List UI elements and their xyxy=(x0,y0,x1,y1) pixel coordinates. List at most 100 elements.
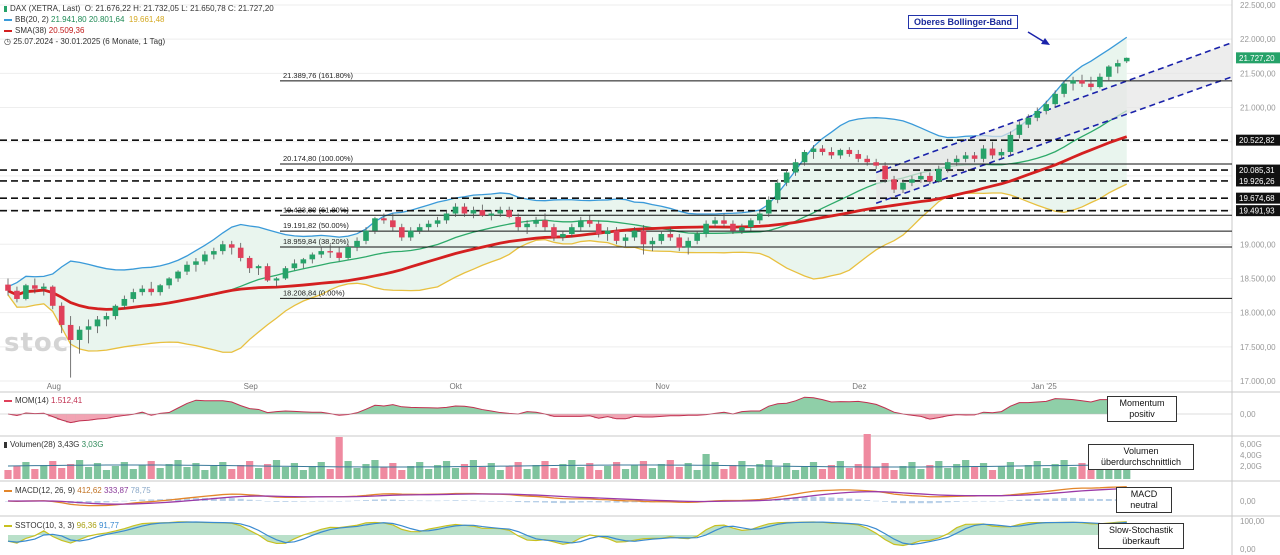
vol-legend: Volumen(28) 3,43G 3,03G xyxy=(4,440,103,449)
candle-body xyxy=(1043,104,1049,111)
mom-neg xyxy=(674,414,684,416)
volume-icon xyxy=(4,441,7,448)
candle-body xyxy=(121,298,128,306)
macd-hist xyxy=(291,501,298,502)
candle-body xyxy=(282,268,289,279)
candle-body xyxy=(801,151,808,163)
macd-tick: 0,00 xyxy=(1240,497,1256,506)
macd-panel: 0,00 xyxy=(5,485,1256,507)
volume-bar xyxy=(729,465,737,479)
volume-bar xyxy=(147,461,155,479)
candle-body xyxy=(900,182,906,190)
macd-hist xyxy=(434,500,441,502)
volume-tick: 6,00G xyxy=(1240,440,1262,449)
macd-hist xyxy=(550,501,557,504)
volume-bar xyxy=(290,463,298,479)
price-tag-bg xyxy=(1236,134,1280,146)
volume-bar xyxy=(1078,463,1086,479)
volume-bar xyxy=(129,469,137,479)
candle-body xyxy=(443,213,450,221)
volume-bar xyxy=(344,461,352,479)
price-tag-bg xyxy=(1236,52,1280,64)
candle-body xyxy=(434,220,441,224)
vol-v2: 3,03G xyxy=(81,440,104,449)
price-tag: 19.491,93 xyxy=(1239,207,1275,216)
mom-neg xyxy=(603,414,613,417)
mom-neg xyxy=(57,414,67,420)
macd-hist xyxy=(470,500,477,502)
volume-bar xyxy=(416,462,424,479)
candle-body xyxy=(309,254,316,260)
stoch-d xyxy=(7,521,1127,546)
volume-bar xyxy=(165,464,173,479)
macd-hist xyxy=(586,501,593,503)
candle-body xyxy=(864,158,870,163)
volume-bar xyxy=(13,466,21,479)
volume-bar xyxy=(255,468,263,479)
volume-bar xyxy=(809,462,818,479)
legend-sma: SMA(38) 20.509,36 xyxy=(4,26,84,35)
macd-hist xyxy=(175,498,182,501)
candle-body xyxy=(819,148,826,152)
volume-bar xyxy=(22,462,30,479)
mom-neg xyxy=(638,414,648,417)
mom-neg xyxy=(146,414,156,416)
mom-neg xyxy=(84,414,94,421)
volume-bar xyxy=(532,465,540,479)
candle-body xyxy=(166,278,172,286)
candle-body xyxy=(712,220,718,224)
volume-bar xyxy=(586,463,594,479)
time-tick: Sep xyxy=(244,382,259,391)
volume-bar xyxy=(210,466,218,479)
macd-callout: MACD neutral xyxy=(1116,487,1172,513)
stoch-area xyxy=(8,521,1127,546)
macd-hist xyxy=(130,500,137,501)
candle-body xyxy=(193,261,199,265)
candle-body xyxy=(139,288,146,293)
volume-bar xyxy=(621,469,630,479)
macd-hist xyxy=(354,500,361,502)
stoch-swatch-icon xyxy=(4,524,12,527)
volume-bar xyxy=(559,464,567,479)
candle-body xyxy=(658,234,665,241)
volume-bar xyxy=(1033,461,1041,479)
volume-bar xyxy=(827,465,835,479)
macd-hist xyxy=(85,501,92,504)
stoch-v1: 96,36 xyxy=(76,521,97,530)
macd-swatch-icon xyxy=(4,489,12,492)
macd-hist xyxy=(837,497,844,501)
mom-neg xyxy=(558,414,568,417)
momentum-callout-line2: positiv xyxy=(1129,409,1155,419)
volume-bar xyxy=(630,465,639,479)
candle-body xyxy=(748,220,754,228)
price-tag-bg xyxy=(1236,175,1280,187)
macd-hist xyxy=(935,501,942,503)
volume-bar xyxy=(944,468,952,479)
macd-hist xyxy=(1034,498,1041,501)
macd-hist xyxy=(846,498,853,501)
volume-bar xyxy=(156,468,164,479)
volume-bar xyxy=(1024,465,1032,479)
volume-bar xyxy=(1051,464,1059,479)
candle-body xyxy=(613,230,620,241)
macd-line xyxy=(7,485,1127,507)
macd-hist xyxy=(828,497,835,501)
volume-bar xyxy=(442,461,451,479)
candle-body xyxy=(32,285,38,289)
volume-callout-line1: Volumen xyxy=(1123,446,1159,456)
macd-hist xyxy=(336,501,343,502)
price-tick: 18.000,00 xyxy=(1240,309,1276,318)
candle-body xyxy=(157,285,163,293)
price-tick: 19.000,00 xyxy=(1240,240,1276,249)
price-tag: 19.674,68 xyxy=(1239,194,1275,203)
candle-body xyxy=(416,227,423,231)
candle-body xyxy=(792,162,799,173)
volume-bar xyxy=(58,468,66,479)
candle-body xyxy=(882,165,888,180)
macd-callout-line1: MACD xyxy=(1130,489,1158,499)
macd-hist xyxy=(524,501,531,503)
macd-hist xyxy=(398,500,405,501)
legend-sma-value: 20.509,36 xyxy=(48,26,85,35)
fib-label: 19.191,82 (50.00%) xyxy=(283,221,349,230)
